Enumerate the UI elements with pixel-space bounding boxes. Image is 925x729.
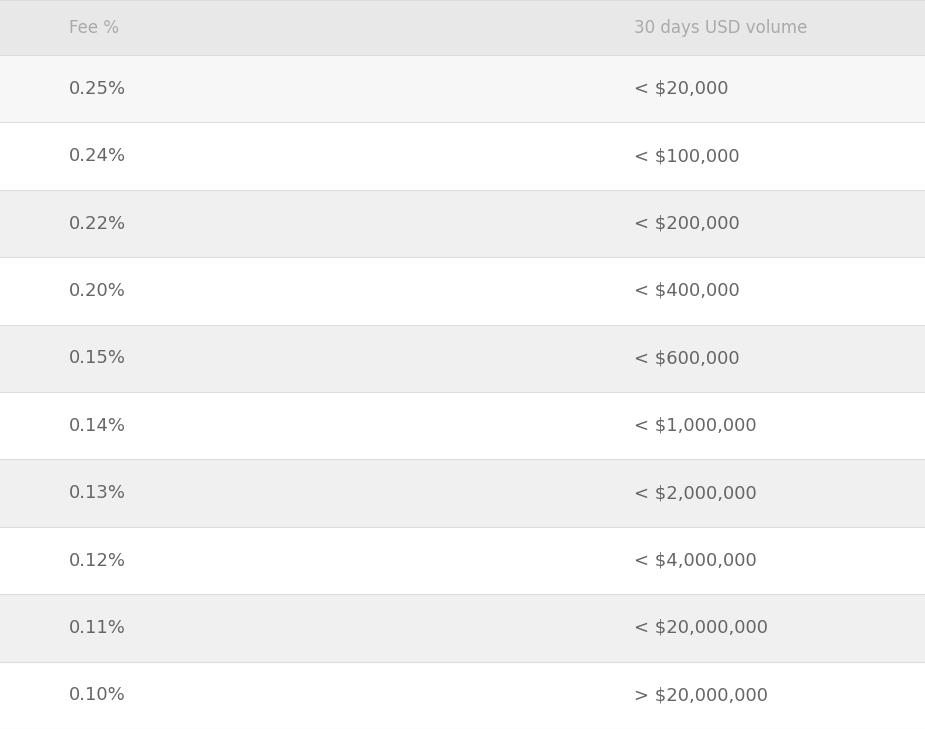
Text: < $200,000: < $200,000: [634, 214, 739, 233]
Text: > $20,000,000: > $20,000,000: [634, 686, 768, 704]
Bar: [0, 527, 925, 594]
Text: < $600,000: < $600,000: [634, 349, 739, 367]
Text: < $100,000: < $100,000: [634, 147, 739, 165]
Text: < $1,000,000: < $1,000,000: [634, 417, 757, 434]
Text: 0.10%: 0.10%: [69, 686, 126, 704]
Text: < $2,000,000: < $2,000,000: [634, 484, 757, 502]
Bar: [0, 392, 925, 459]
Text: < $20,000,000: < $20,000,000: [634, 619, 768, 637]
Text: 0.22%: 0.22%: [69, 214, 127, 233]
Bar: [0, 324, 925, 392]
Text: 0.11%: 0.11%: [69, 619, 126, 637]
Text: 0.13%: 0.13%: [69, 484, 127, 502]
Bar: [0, 594, 925, 662]
Bar: [0, 190, 925, 257]
Text: 0.15%: 0.15%: [69, 349, 127, 367]
Bar: [0, 122, 925, 190]
Text: 0.12%: 0.12%: [69, 552, 127, 569]
Text: < $400,000: < $400,000: [634, 282, 739, 300]
Text: 0.20%: 0.20%: [69, 282, 126, 300]
Text: Fee %: Fee %: [69, 18, 119, 36]
Text: 0.25%: 0.25%: [69, 79, 127, 98]
Bar: [0, 257, 925, 324]
Text: < $20,000: < $20,000: [634, 79, 728, 98]
Text: < $4,000,000: < $4,000,000: [634, 552, 757, 569]
Bar: [0, 459, 925, 527]
Bar: [0, 662, 925, 729]
Bar: [0, 55, 925, 122]
Text: 0.24%: 0.24%: [69, 147, 127, 165]
Text: 0.14%: 0.14%: [69, 417, 127, 434]
Text: 30 days USD volume: 30 days USD volume: [634, 18, 807, 36]
Bar: [0, 0, 925, 55]
